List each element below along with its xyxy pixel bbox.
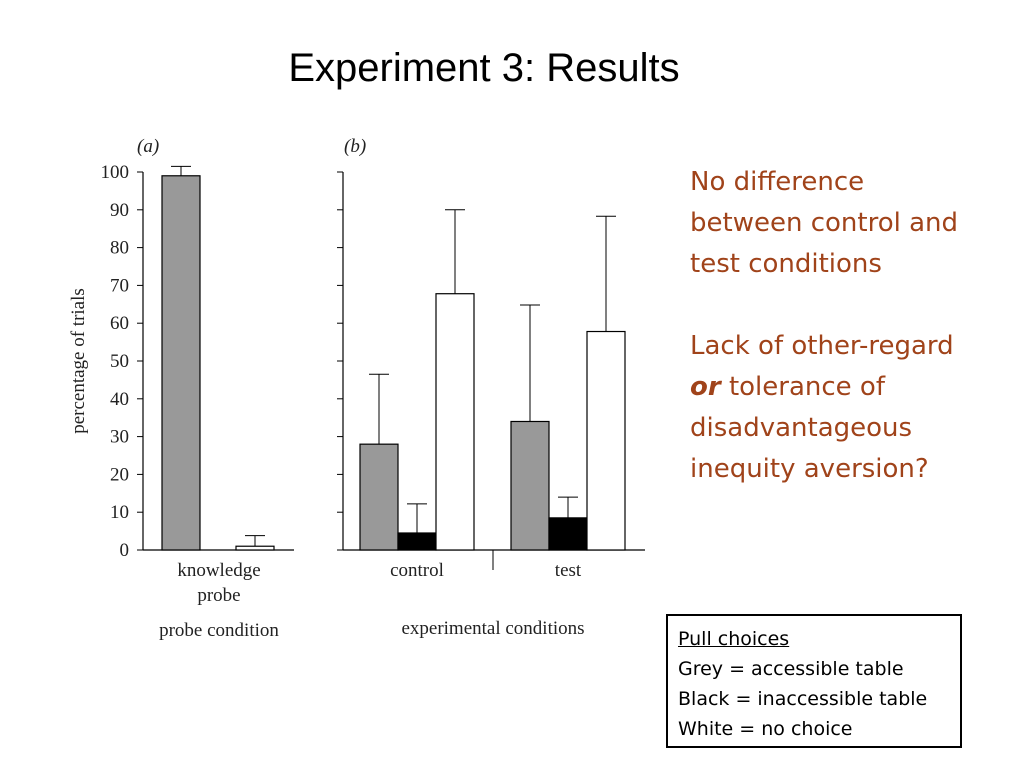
bar-charts: (a) percentage of trials probe condition… bbox=[68, 136, 645, 641]
note-line: or tolerance of bbox=[690, 367, 1010, 408]
bar-control-black bbox=[397, 532, 437, 551]
note-emphasis: or bbox=[690, 372, 721, 402]
y-tick-label: 30 bbox=[110, 427, 129, 448]
x-tick-label: probe bbox=[197, 585, 240, 606]
bar-probe-white bbox=[235, 545, 275, 551]
y-tick-label: 50 bbox=[110, 351, 129, 372]
y-tick-label: 90 bbox=[110, 200, 129, 221]
bar-test-white bbox=[586, 330, 626, 551]
note-line: inequity aversion? bbox=[690, 454, 929, 484]
note-line: Lack of other-regard bbox=[690, 331, 954, 361]
y-tick-label: 80 bbox=[110, 238, 129, 259]
y-tick-label: 10 bbox=[110, 502, 129, 523]
x-tick-label: control bbox=[390, 560, 444, 581]
bar-test-black bbox=[548, 517, 588, 551]
slide-title: Experiment 3: Results bbox=[288, 46, 680, 90]
bar-control-white bbox=[435, 293, 475, 551]
x-axis-label-b: experimental conditions bbox=[401, 618, 584, 639]
legend-item: Grey = accessible table bbox=[678, 658, 904, 680]
legend-item: White = no choice bbox=[678, 718, 853, 740]
bar-knowledge-grey bbox=[161, 175, 201, 551]
bar-test-grey bbox=[510, 420, 550, 551]
y-tick-label: 20 bbox=[110, 464, 129, 485]
bar-control-grey bbox=[359, 443, 399, 551]
x-tick-label: knowledge bbox=[177, 560, 260, 581]
legend-item: Black = inaccessible table bbox=[678, 688, 928, 710]
note-line: between control and bbox=[690, 208, 958, 238]
y-tick-label: 0 bbox=[120, 540, 130, 561]
legend-title: Pull choices bbox=[678, 628, 790, 650]
conclusion-notes: No difference between control and test c… bbox=[690, 162, 1010, 490]
panel-b-label: (b) bbox=[344, 136, 366, 157]
panel-a-label: (a) bbox=[137, 136, 159, 157]
legend-box: Pull choices Grey = accessible table Bla… bbox=[666, 614, 962, 748]
note-text: tolerance of bbox=[720, 372, 885, 402]
panel-b: (b) experimental conditions control test bbox=[337, 136, 645, 639]
y-tick-label: 60 bbox=[110, 313, 129, 334]
panel-a: (a) percentage of trials probe condition… bbox=[68, 136, 294, 641]
note-line: disadvantageous bbox=[690, 413, 913, 443]
y-tick-label: 70 bbox=[110, 275, 129, 296]
note-line: No difference bbox=[690, 167, 865, 197]
note-line: test conditions bbox=[690, 249, 882, 279]
y-tick-label: 100 bbox=[101, 162, 130, 183]
x-tick-label: test bbox=[555, 560, 582, 581]
y-axis-label: percentage of trials bbox=[68, 288, 89, 434]
x-axis-label-a: probe condition bbox=[159, 620, 279, 641]
y-tick-label: 40 bbox=[110, 389, 129, 410]
